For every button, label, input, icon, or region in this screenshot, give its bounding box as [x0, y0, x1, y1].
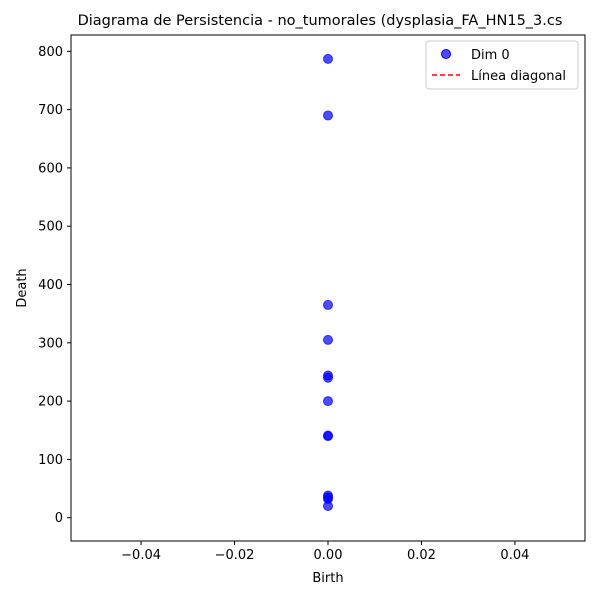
y-tick-label: 300 — [38, 336, 63, 351]
y-tick-label: 700 — [38, 103, 63, 118]
y-tick-label: 0 — [55, 511, 63, 526]
x-tick-label: 0.02 — [407, 548, 436, 563]
legend: Dim 0 Línea diagonal — [425, 40, 579, 90]
y-axis-ticks: 0 100 200 300 400 500 600 700 800 — [38, 45, 71, 526]
data-point-dim0 — [323, 334, 333, 345]
y-tick-label: 500 — [38, 220, 63, 235]
x-tick-label: −0.02 — [215, 548, 255, 563]
data-points-group — [323, 53, 333, 512]
data-point-dim0 — [323, 372, 333, 383]
x-tick-label: −0.04 — [121, 548, 161, 563]
legend-label-dim0: Dim 0 — [471, 48, 510, 63]
x-axis-label: Birth — [312, 571, 343, 586]
legend-label-diagonal: Línea diagonal — [471, 69, 566, 84]
y-tick-label: 400 — [38, 278, 63, 293]
data-point-dim0 — [323, 53, 333, 64]
x-tick-label: 0.04 — [500, 548, 529, 563]
y-tick-label: 800 — [38, 45, 63, 60]
x-tick-label: 0.00 — [314, 548, 343, 563]
x-axis-ticks: −0.04 −0.02 0.00 0.02 0.04 — [121, 541, 529, 563]
data-point-dim0 — [323, 396, 333, 407]
data-point-dim0 — [323, 501, 333, 512]
legend-marker-dim0 — [441, 49, 451, 59]
y-tick-label: 100 — [38, 453, 63, 468]
chart-title: Diagrama de Persistencia - no_tumorales … — [78, 13, 563, 29]
y-tick-label: 600 — [38, 161, 63, 176]
plot-area-frame — [70, 34, 586, 542]
data-point-dim0 — [323, 110, 333, 121]
y-axis-label: Death — [15, 268, 30, 307]
y-tick-label: 200 — [38, 395, 63, 410]
data-point-dim0 — [323, 431, 333, 442]
data-point-dim0 — [323, 299, 333, 310]
legend-box — [425, 40, 579, 90]
